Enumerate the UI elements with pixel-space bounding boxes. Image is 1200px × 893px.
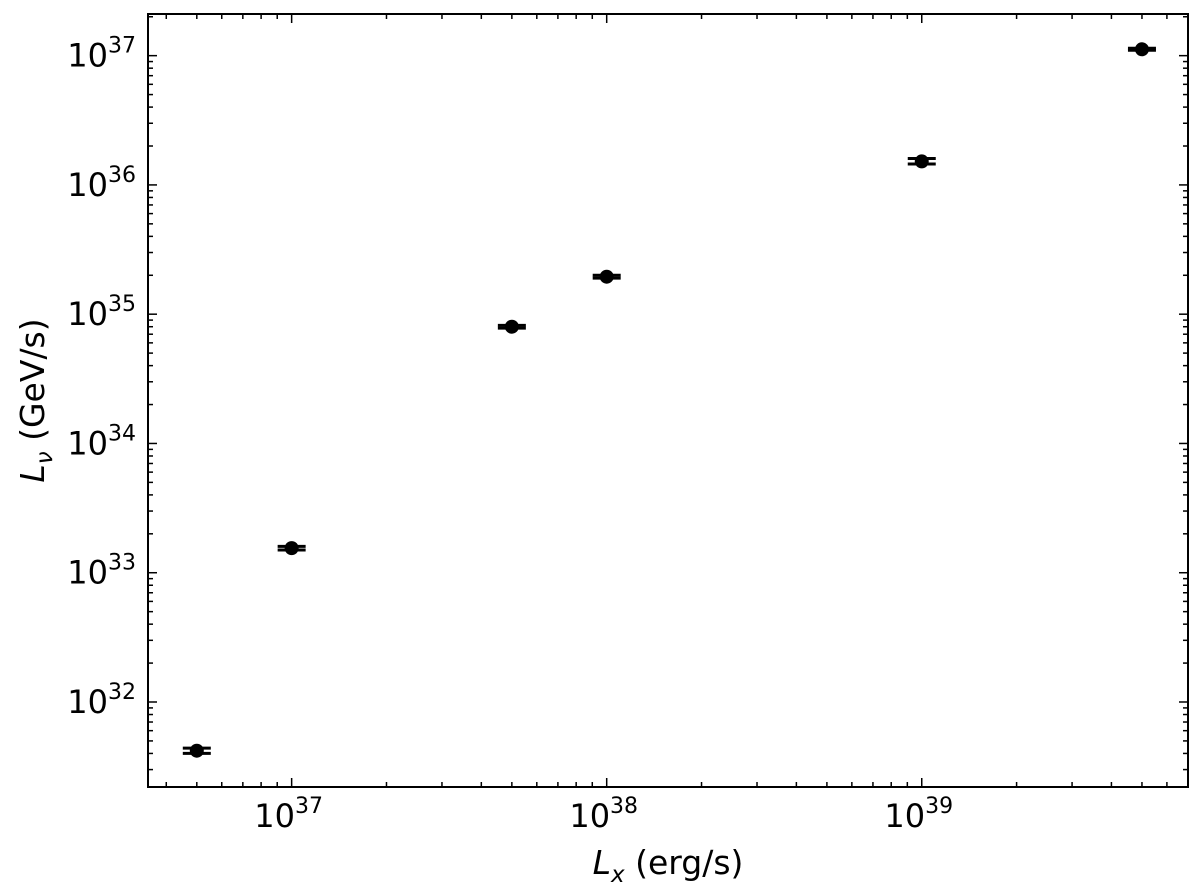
data-point xyxy=(284,541,299,556)
y-axis-label-sub: ν xyxy=(32,451,58,464)
x-tick-label-base: 10 xyxy=(254,797,295,835)
y-axis-label-main: L xyxy=(13,464,52,482)
y-tick-label-exp: 32 xyxy=(108,680,136,705)
x-tick-label-base: 10 xyxy=(884,797,925,835)
y-tick-label-exp: 37 xyxy=(108,34,136,59)
x-tick-label-exp: 39 xyxy=(925,794,953,819)
y-tick-label: 1035 xyxy=(67,292,136,333)
y-axis-label-rest: (GeV/s) xyxy=(13,318,52,451)
x-tick-label-exp: 38 xyxy=(610,794,638,819)
x-axis-label-sub: x xyxy=(610,862,625,888)
y-tick-label: 1034 xyxy=(67,421,136,462)
y-tick-label-exp: 36 xyxy=(108,163,136,188)
data-point xyxy=(1134,42,1149,57)
x-tick-label-base: 10 xyxy=(569,797,610,835)
x-axis-label-main: L xyxy=(593,843,611,882)
data-point xyxy=(189,743,204,758)
data-points xyxy=(182,42,1156,758)
plot-frame xyxy=(147,13,1189,788)
y-tick-label-base: 10 xyxy=(67,37,108,75)
y-tick-label-exp: 35 xyxy=(108,292,136,317)
y-tick-label-base: 10 xyxy=(67,554,108,592)
y-tick-label: 1032 xyxy=(67,680,136,721)
axis-ticks xyxy=(148,14,1189,787)
data-point xyxy=(599,269,614,284)
y-tick-label-exp: 33 xyxy=(108,551,136,576)
y-tick-label: 1037 xyxy=(67,34,136,75)
x-axis-label: Lx (erg/s) xyxy=(593,843,744,888)
x-tick-label: 1038 xyxy=(569,794,638,835)
x-tick-label: 1039 xyxy=(884,794,953,835)
y-axis-label: Lν (GeV/s) xyxy=(13,318,58,482)
y-tick-label-exp: 34 xyxy=(108,421,136,446)
x-tick-label-exp: 37 xyxy=(295,794,323,819)
y-tick-label: 1036 xyxy=(67,163,136,204)
x-axis-label-rest: (erg/s) xyxy=(625,843,744,882)
x-tick-label: 1037 xyxy=(254,794,323,835)
y-tick-label-base: 10 xyxy=(67,166,108,204)
y-tick-label: 1033 xyxy=(67,551,136,592)
data-point xyxy=(914,154,929,169)
y-tick-label-base: 10 xyxy=(67,424,108,462)
y-tick-label-base: 10 xyxy=(67,683,108,721)
y-tick-label-base: 10 xyxy=(67,295,108,333)
data-point xyxy=(504,319,519,334)
